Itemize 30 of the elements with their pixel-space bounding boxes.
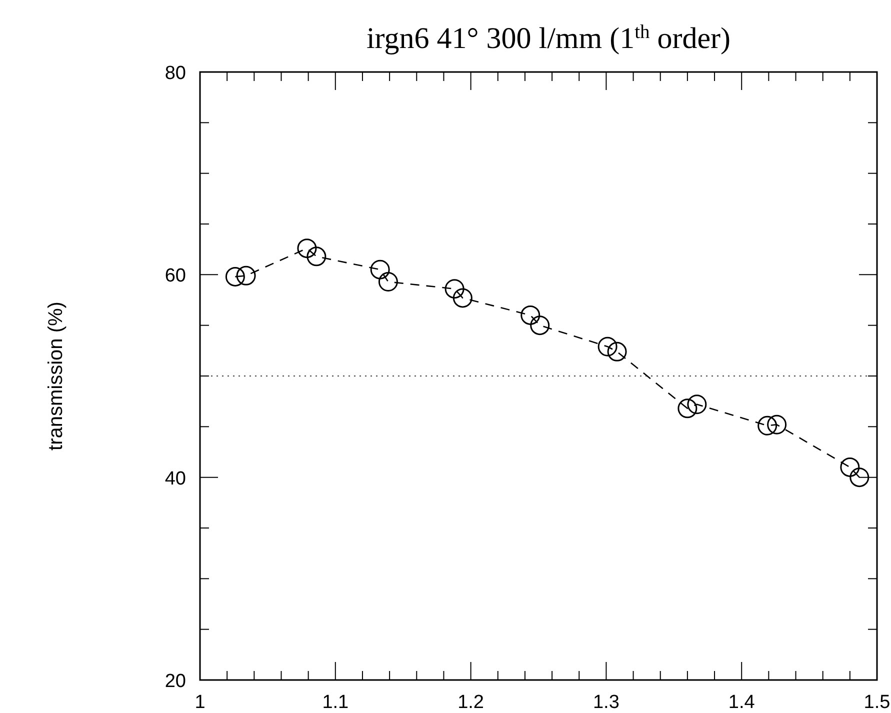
point (444, 279, 464, 299)
point (840, 457, 860, 477)
y-tick-label: 80 (164, 63, 186, 84)
x-tick-label: 1 (194, 692, 206, 713)
x-tick-label: 1.3 (592, 692, 620, 713)
point (370, 260, 390, 280)
y-axis-title: transmission (%) (45, 302, 67, 450)
chart-title: irgn6 41° 300 l/mm (1$^{th}$ order) (366, 22, 731, 55)
x-tick-label: 1.5 (864, 692, 890, 713)
point (850, 468, 870, 488)
x-tick-label: 1.2 (458, 692, 484, 713)
point (520, 305, 540, 325)
point (530, 316, 550, 336)
point (607, 342, 627, 362)
point (306, 246, 326, 266)
y-tick-label: 40 (164, 468, 186, 490)
point (767, 414, 787, 434)
point (678, 398, 698, 418)
point (378, 272, 398, 292)
x-tick-label: 1.4 (728, 692, 756, 713)
point (236, 266, 256, 286)
point (452, 288, 472, 308)
y-tick-label: 20 (164, 671, 186, 692)
point (598, 336, 618, 356)
y-tick-label: 60 (164, 266, 186, 287)
point (297, 238, 317, 258)
point (687, 394, 707, 414)
point (758, 416, 778, 436)
x-tick-label: 1.1 (322, 692, 349, 713)
point (225, 266, 245, 286)
